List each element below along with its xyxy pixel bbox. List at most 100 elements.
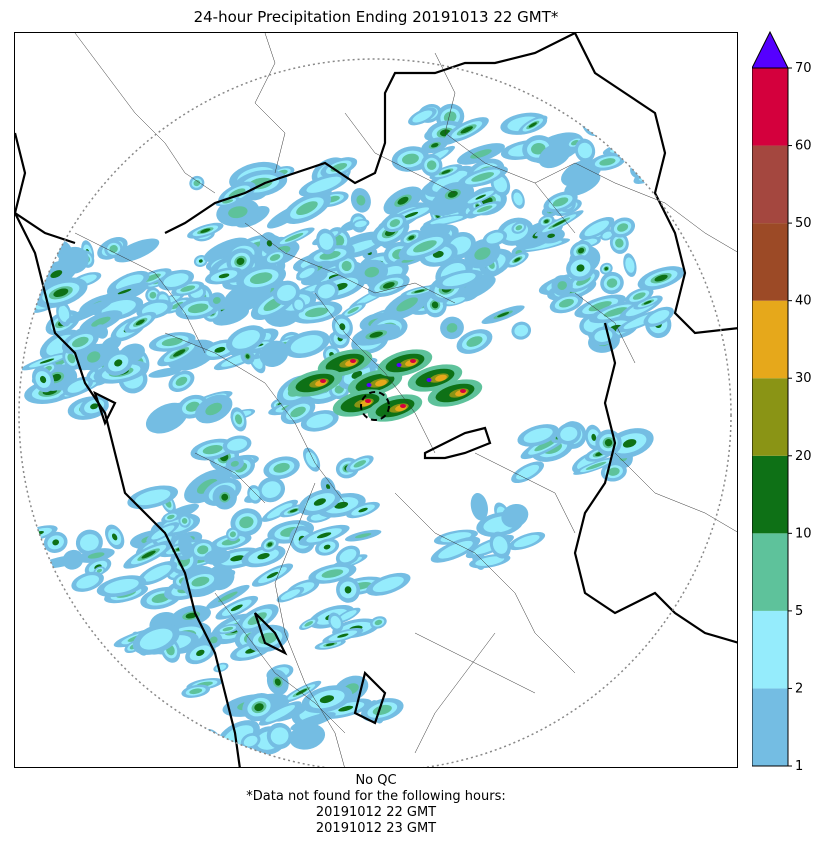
precip-cell: [221, 493, 229, 501]
precip-cell: [606, 278, 618, 288]
precip-cell: [212, 296, 221, 304]
precip-cell: [625, 257, 635, 273]
colorbar-tick-label: 60: [795, 139, 812, 154]
radar-site-marker: [360, 391, 390, 421]
colorbar-bin: [752, 688, 788, 766]
precip-cell: [173, 349, 186, 357]
precip-cell: [304, 307, 329, 318]
colorbar-tick-label: 5: [795, 604, 803, 619]
precip-cell: [446, 297, 465, 305]
precip-cell: [299, 267, 315, 279]
precip-cell: [19, 639, 34, 648]
precip-cell: [339, 323, 346, 331]
precip-cell: [181, 518, 188, 524]
precip-cell: [266, 571, 279, 579]
precip-cell: [624, 129, 636, 137]
precip-cell: [438, 540, 473, 559]
precip-cell: [234, 414, 243, 425]
precip-cell: [277, 284, 296, 302]
precip-cell: [236, 257, 245, 266]
precip-cell: [426, 160, 437, 170]
precip-cell: [603, 307, 628, 317]
precip-cell: [396, 363, 402, 367]
colorbar-bin: [752, 300, 788, 379]
precip-cell: [305, 451, 318, 468]
precip-cell: [175, 376, 188, 386]
precip-cell: [261, 481, 281, 498]
precip-cell: [354, 220, 367, 228]
precip-cell: [90, 403, 99, 410]
precip-cell: [615, 238, 624, 248]
precip-cell: [475, 556, 505, 566]
precip-cell: [202, 444, 223, 455]
precip-cell: [265, 705, 296, 722]
footer: No QC *Data not found for the following …: [0, 773, 752, 837]
precip-cell: [109, 245, 118, 253]
precip-cell: [239, 516, 254, 529]
precip-cell: [313, 498, 326, 506]
precip-cell: [523, 427, 553, 443]
precip-cell: [441, 169, 451, 175]
precip-cell: [80, 534, 99, 551]
precip-cell: [141, 550, 156, 559]
precip-cell: [591, 433, 597, 441]
precip-cell: [501, 503, 529, 528]
precip-cell: [200, 228, 211, 233]
precip-cell: [648, 310, 670, 324]
precip-cell: [198, 259, 203, 263]
precip-cell: [474, 247, 491, 260]
missing-data-note: *Data not found for the following hours:: [246, 789, 506, 804]
precip-cell: [402, 153, 419, 165]
precip-cell: [578, 247, 585, 254]
precip-cell: [148, 367, 182, 378]
colorbar-tick-label: 20: [795, 449, 812, 464]
precip-cell: [104, 578, 139, 594]
range-ring: [18, 58, 732, 767]
precip-cell: [585, 461, 607, 470]
precip-cell: [306, 176, 342, 193]
precip-cell: [230, 555, 245, 562]
colorbar: 1 2 5 10 20 30 40 50 60 70: [751, 30, 825, 775]
precip-cell: [228, 206, 248, 219]
precip-cell: [187, 303, 209, 314]
precip-cell: [643, 168, 659, 179]
precip-cell: [588, 301, 612, 312]
precip-cell: [306, 413, 333, 428]
precip-cell: [564, 172, 601, 197]
precip-cell: [584, 220, 610, 237]
precip-cell: [86, 351, 101, 363]
precip-cell: [576, 264, 585, 272]
precip-cell: [654, 274, 668, 282]
precip-cell: [604, 115, 626, 132]
precip-cell: [87, 552, 105, 559]
precip-cell: [350, 359, 356, 363]
precip-cell: [254, 703, 264, 712]
precip-cell: [372, 576, 404, 593]
precip-cell: [337, 633, 349, 638]
precip-cell: [608, 467, 620, 476]
precip-cell: [243, 735, 258, 747]
precip-cell: [621, 127, 640, 139]
precip-cell: [111, 533, 118, 541]
precip-cell: [319, 695, 335, 704]
precip-cell: [151, 525, 175, 540]
precip-cell: [354, 533, 372, 539]
precip-cell: [460, 389, 466, 393]
precip-cell: [599, 158, 616, 166]
precip-cell: [166, 514, 175, 520]
precip-cell: [374, 619, 383, 626]
qc-label: No QC: [355, 773, 397, 788]
precip-cell: [72, 336, 89, 348]
precip-cell: [321, 569, 344, 578]
precip-cell: [400, 404, 406, 408]
precip-cell: [447, 190, 458, 198]
colorbar-tick-label: 70: [795, 61, 812, 76]
precip-cell: [430, 215, 464, 225]
colorbar-bin: [752, 68, 788, 146]
precip-cell: [459, 276, 496, 300]
precip-cell: [135, 319, 145, 326]
precip-cell: [431, 143, 439, 148]
precip-cell: [358, 507, 368, 513]
precip-cell: [414, 289, 425, 293]
precip-cell: [269, 254, 281, 261]
